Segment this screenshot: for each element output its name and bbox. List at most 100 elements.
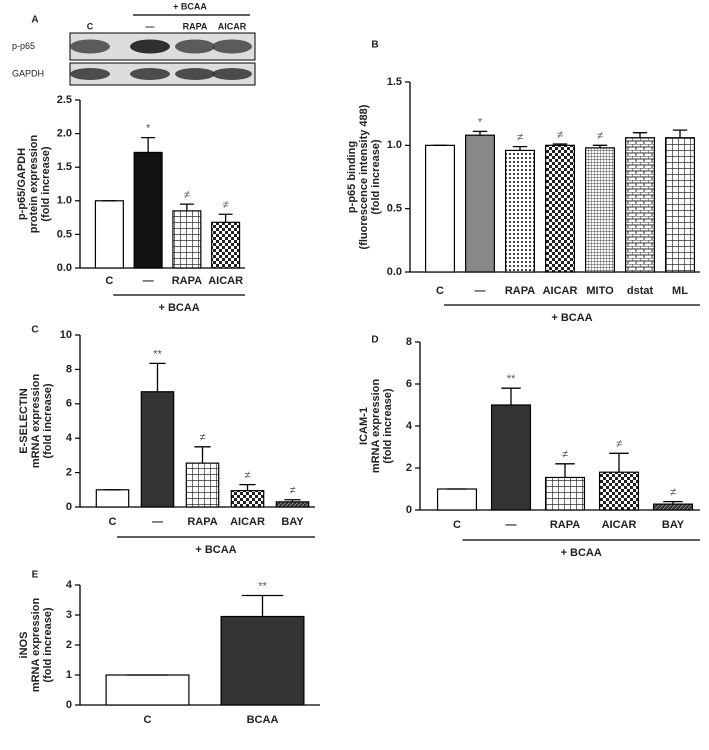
x-tick-label: — xyxy=(475,285,486,297)
x-tick-label: AICAR xyxy=(543,285,578,297)
bar xyxy=(220,615,305,706)
x-tick-label: BAY xyxy=(662,519,685,531)
y-tick-label: 1.5 xyxy=(387,76,402,88)
error-bar xyxy=(472,130,488,136)
y-axis-label: (fold increase) xyxy=(42,607,54,683)
x-tick-label: C xyxy=(109,516,117,528)
y-axis-label: (fluorescence intensity 488) xyxy=(358,104,370,249)
significance-mark: ≠ xyxy=(597,130,603,142)
x-tick-label: C xyxy=(453,519,461,531)
blot-band xyxy=(70,68,110,80)
bar xyxy=(172,210,202,269)
bar xyxy=(598,471,640,511)
y-tick-label: 2.0 xyxy=(57,128,72,140)
group-label: + BCAA xyxy=(195,544,236,556)
y-axis-label: (fold increase) xyxy=(40,146,52,222)
y-axis-label: E-SELECTIN xyxy=(18,388,30,453)
blot-band xyxy=(130,68,170,80)
significance-mark: ≠ xyxy=(199,432,205,444)
blot-band xyxy=(175,68,215,80)
error-bar xyxy=(501,387,521,405)
blot-band xyxy=(130,39,170,54)
significance-mark: ** xyxy=(153,348,162,360)
significance-mark: ≠ xyxy=(557,129,563,141)
x-tick-label: dstat xyxy=(627,285,654,297)
y-tick-label: 0 xyxy=(66,501,72,513)
significance-mark: ≠ xyxy=(562,449,568,461)
y-tick-label: 8 xyxy=(406,336,412,348)
significance-mark: ≠ xyxy=(517,132,523,144)
y-tick-label: 0.5 xyxy=(387,203,402,215)
error-bar xyxy=(149,362,166,392)
bar xyxy=(95,489,130,508)
y-tick-label: 0.0 xyxy=(387,266,402,278)
x-tick-label: AICAR xyxy=(230,516,265,528)
x-tick-label: AICAR xyxy=(208,275,243,287)
significance-mark: ≠ xyxy=(184,189,190,201)
y-tick-label: 6 xyxy=(406,378,412,390)
y-axis-label: (fold increase) xyxy=(42,383,54,459)
bar xyxy=(584,147,615,273)
blot-band xyxy=(212,68,252,80)
y-axis-label: p-p65/GAPDH xyxy=(16,148,28,220)
x-tick-label: — xyxy=(143,275,154,287)
y-tick-label: 1.0 xyxy=(387,139,402,151)
y-tick-label: 6 xyxy=(66,398,72,410)
bar xyxy=(185,462,220,508)
y-tick-label: 2 xyxy=(66,467,72,479)
significance-mark: ** xyxy=(507,373,516,385)
significance-mark: ≠ xyxy=(670,487,676,499)
y-tick-label: 1.0 xyxy=(57,195,72,207)
x-tick-label: RAPA xyxy=(550,519,580,531)
bar xyxy=(133,151,163,269)
error-bar xyxy=(672,129,688,138)
y-tick-label: 2.5 xyxy=(57,94,72,106)
y-tick-label: 4 xyxy=(406,420,413,432)
y-axis-label: mRNA expression xyxy=(30,374,42,469)
y-tick-label: 0 xyxy=(66,699,72,711)
bar xyxy=(490,404,532,511)
y-axis-label: (fold increase) xyxy=(370,139,382,215)
blot-row-label: p-p65 xyxy=(12,41,35,51)
bar xyxy=(230,490,265,508)
significance-mark: ≠ xyxy=(244,470,250,482)
error-bar xyxy=(241,594,284,617)
blot-group-label: + BCAA xyxy=(173,1,207,11)
error-bar xyxy=(552,143,568,146)
x-tick-label: RAPA xyxy=(172,275,202,287)
x-tick-label: ML xyxy=(672,285,688,297)
y-tick-label: 4 xyxy=(66,579,73,591)
y-axis-label: ICAM-1 xyxy=(358,407,370,445)
significance-mark: ** xyxy=(258,580,267,592)
error-bar xyxy=(609,452,629,473)
bar xyxy=(544,476,586,511)
x-tick-label: C xyxy=(105,275,113,287)
error-bar xyxy=(179,203,194,211)
group-label: + BCAA xyxy=(561,547,602,559)
y-axis-label: protein expression xyxy=(28,135,40,234)
bar xyxy=(465,134,496,273)
x-tick-label: BCAA xyxy=(247,714,279,726)
x-tick-label: — xyxy=(152,516,163,528)
bar xyxy=(275,501,310,508)
error-bar xyxy=(592,144,608,148)
blot-column-label: RAPA xyxy=(183,21,208,31)
y-tick-label: 1.5 xyxy=(57,161,72,173)
bar xyxy=(211,221,241,269)
blot-column-label: — xyxy=(146,21,155,31)
significance-mark: * xyxy=(478,116,483,128)
bar xyxy=(505,149,536,273)
group-label: + BCAA xyxy=(158,302,199,314)
x-tick-label: RAPA xyxy=(187,516,217,528)
panel-label: E xyxy=(32,570,39,581)
blot-row-label: GAPDH xyxy=(12,68,44,78)
y-tick-label: 0.5 xyxy=(57,228,72,240)
bar xyxy=(664,137,695,273)
x-tick-label: MITO xyxy=(586,285,614,297)
x-tick-label: — xyxy=(506,519,517,531)
y-tick-label: 10 xyxy=(60,329,72,341)
blot-column-label: C xyxy=(87,21,94,31)
panel-label: D xyxy=(371,335,378,346)
bar xyxy=(105,674,190,706)
